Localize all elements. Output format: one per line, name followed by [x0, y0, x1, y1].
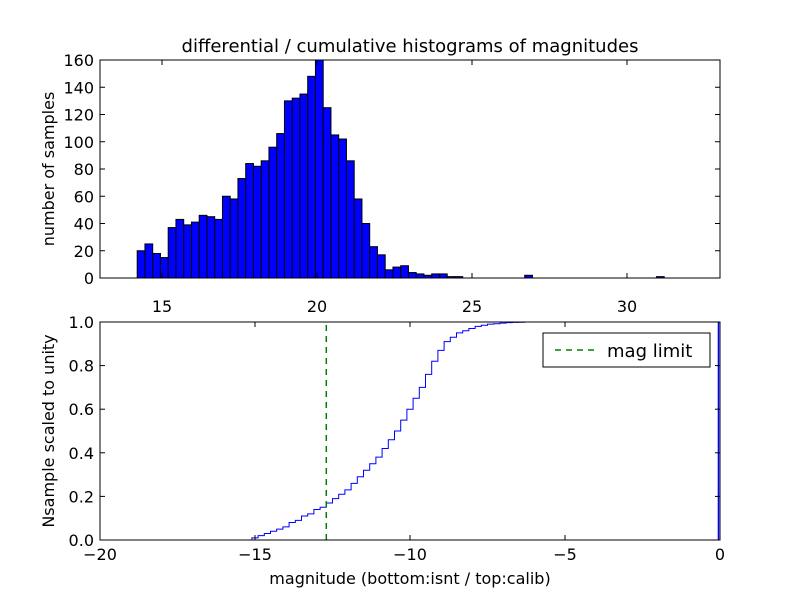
legend: mag limit: [542, 332, 711, 368]
histogram-bar: [345, 160, 355, 279]
top-y-tick-label: 100: [63, 133, 94, 152]
histogram-bar: [431, 273, 440, 279]
top-axis-ticks: 0 20 40 60 80 100 120 140 160 15 20 25 30: [63, 51, 720, 316]
histogram-bar: [291, 97, 301, 279]
histogram-bar: [283, 100, 293, 279]
bottom-y-tick-label: 0.8: [69, 357, 94, 376]
cumulative-step-line: [100, 321, 719, 541]
histogram-bar: [322, 107, 332, 279]
top-x-tick-label: 15: [152, 297, 172, 316]
top-histogram-bars: [136, 59, 665, 279]
bottom-x-axis-label: magnitude (bottom:isnt / top:calib): [269, 569, 550, 588]
top-chart-title: differential / cumulative histograms of …: [182, 36, 639, 57]
bottom-x-tick-label: 0: [715, 545, 725, 564]
histogram-bar: [221, 195, 231, 279]
histogram-bar: [136, 250, 146, 279]
histogram-bar: [314, 59, 324, 279]
histogram-bar: [152, 252, 161, 279]
histogram-bar: [167, 227, 177, 279]
legend-label-mag-limit: mag limit: [607, 341, 692, 362]
histogram-bar: [392, 266, 402, 279]
histogram-bar: [183, 224, 192, 279]
histogram-bar: [361, 223, 371, 279]
bottom-y-tick-label: 0.4: [69, 444, 94, 463]
bottom-y-tick-label: 0.2: [69, 487, 94, 506]
bottom-x-tick-label: −20: [83, 545, 117, 564]
bottom-y-tick-label: 0.0: [69, 531, 94, 550]
histogram-bar: [407, 272, 417, 279]
histogram-bar: [400, 265, 409, 279]
histogram-bar: [175, 218, 185, 279]
histogram-bar: [206, 216, 216, 279]
top-y-tick-label: 80: [74, 160, 94, 179]
histogram-bar: [237, 178, 247, 279]
bottom-y-axis-label: Nsample scaled to unity: [39, 334, 58, 527]
histogram-bar: [214, 218, 223, 279]
histogram-bar: [268, 146, 278, 279]
bottom-y-tick-label: 1.0: [69, 313, 94, 332]
histogram-bar: [415, 273, 425, 279]
histogram-bar: [330, 134, 340, 279]
top-histogram-panel: differential / cumulative histograms of …: [39, 36, 721, 316]
histogram-bar: [338, 138, 347, 279]
top-y-axis-label: number of samples: [39, 92, 58, 247]
histogram-bar: [260, 160, 270, 279]
top-y-tick-label: 60: [74, 187, 94, 206]
histogram-bar: [190, 221, 200, 279]
top-y-tick-label: 120: [63, 106, 94, 125]
bottom-cumulative-panel: 0.0 0.2 0.4 0.6 0.8 1.0 −20 −15 −10 −5 0 magnitude…: [39, 313, 725, 588]
top-y-tick-label: 0: [84, 269, 94, 288]
histogram-bar: [299, 93, 309, 279]
top-plot-frame: [99, 59, 721, 279]
top-x-tick-label: 30: [617, 297, 637, 316]
top-y-tick-label: 140: [63, 78, 94, 97]
histogram-bar: [198, 214, 208, 279]
histogram-bar: [144, 243, 154, 279]
histogram-bar: [245, 163, 254, 279]
histogram-bar: [369, 246, 378, 279]
bottom-plot-frame: [99, 321, 721, 541]
bottom-y-tick-label: 0.6: [69, 400, 94, 419]
top-y-tick-label: 40: [74, 215, 94, 234]
bottom-x-tick-label: −10: [393, 545, 427, 564]
bottom-axis-ticks: 0.0 0.2 0.4 0.6 0.8 1.0 −20 −15 −10 −5 0: [69, 313, 726, 564]
histogram-bar: [353, 198, 363, 279]
legend-box: [542, 332, 711, 368]
histogram-bar: [438, 273, 448, 279]
bottom-x-tick-label: −15: [238, 545, 272, 564]
top-x-tick-label: 20: [307, 297, 327, 316]
bottom-series-lines: [100, 321, 720, 541]
histogram-bar: [307, 75, 316, 279]
bottom-x-tick-label: −5: [553, 545, 577, 564]
histogram-bar: [252, 165, 262, 279]
histogram-bar: [276, 133, 285, 279]
top-y-tick-label: 20: [74, 242, 94, 261]
histogram-bar: [376, 254, 386, 279]
histogram-bar: [384, 269, 394, 279]
histogram-bar: [229, 198, 239, 279]
top-y-tick-label: 160: [63, 51, 94, 70]
top-x-tick-label: 25: [462, 297, 482, 316]
